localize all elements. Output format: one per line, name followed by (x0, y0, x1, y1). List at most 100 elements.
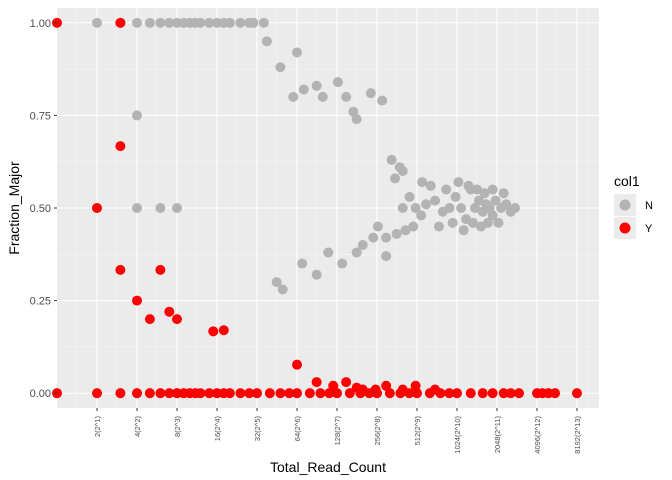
y-tick-label: 0.00 (30, 388, 51, 400)
data-point-y (244, 388, 255, 399)
data-point-n (311, 80, 322, 91)
data-point-n (164, 17, 175, 28)
data-point-y (131, 388, 142, 399)
data-point-y (291, 359, 302, 370)
data-point-y (115, 17, 126, 28)
data-point-y (331, 388, 342, 399)
data-point-y (131, 295, 142, 306)
data-point-n (144, 17, 155, 28)
x-tick-label: 4096(2^12) (533, 416, 542, 454)
y-tick-label: 0.25 (30, 296, 51, 308)
data-point-n (275, 62, 286, 73)
data-point-y (115, 388, 126, 399)
data-point-n (510, 203, 521, 213)
data-point-n (417, 177, 428, 188)
y-axis-title: Fraction_Major (6, 161, 22, 255)
data-point-n (430, 195, 441, 206)
data-point-y (324, 388, 335, 399)
data-point-n (297, 258, 308, 269)
data-point-n (425, 180, 436, 191)
data-point-y (451, 388, 462, 399)
series-n-points (91, 17, 521, 399)
data-point-n (450, 191, 461, 202)
data-point-n (408, 221, 419, 232)
y-axis: 0.00 0.25 0.50 0.75 1.00 (30, 18, 57, 400)
data-point-n (91, 17, 102, 28)
data-point-y (204, 388, 215, 399)
data-point-y (251, 388, 262, 399)
data-point-n (441, 184, 452, 195)
data-point-n (323, 247, 334, 258)
data-point-n (291, 47, 302, 58)
data-point-y (397, 384, 408, 395)
data-point-n (381, 232, 392, 243)
data-point-n (400, 225, 411, 236)
data-point-y (384, 388, 395, 399)
data-point-y (144, 314, 155, 325)
data-point-n (365, 88, 376, 99)
data-point-n (444, 203, 455, 213)
legend-title: col1 (614, 173, 640, 189)
data-point-y (291, 388, 302, 399)
data-point-n (404, 191, 415, 202)
data-point-y (370, 384, 381, 395)
data-point-n (372, 221, 383, 232)
data-point-n (463, 180, 474, 191)
x-axis: 2(2^1) 4(2^2) 8(2^3) 16(2^4) 32(2^5) 64(2^6) 1… (93, 408, 582, 454)
data-point-y (514, 388, 525, 399)
x-tick-label: 128(2^7) (333, 416, 342, 446)
data-point-n (482, 217, 493, 228)
data-point-y (444, 388, 455, 399)
data-point-n (487, 184, 498, 195)
data-point-n (131, 17, 142, 28)
x-tick-label: 8192(2^13) (573, 416, 582, 454)
data-point-y (477, 388, 488, 399)
data-point-y (410, 380, 421, 391)
data-point-y (91, 388, 102, 399)
x-tick-label: 32(2^5) (253, 416, 262, 442)
data-point-n (224, 17, 235, 28)
data-point-y (498, 388, 509, 399)
data-point-n (195, 17, 206, 28)
data-point-y (171, 314, 182, 325)
x-tick-label: 2048(2^11) (493, 415, 502, 453)
data-point-n (490, 195, 501, 206)
data-point-y (164, 306, 175, 317)
data-point-y (224, 388, 235, 399)
data-point-y (351, 382, 362, 393)
data-point-n (317, 91, 328, 102)
x-tick-label: 1024(2^10) (453, 416, 462, 454)
data-point-n (368, 232, 379, 243)
data-point-y (328, 380, 339, 391)
data-point-y (341, 377, 352, 388)
x-tick-label: 16(2^4) (213, 416, 222, 442)
data-point-n (377, 95, 388, 106)
data-point-n (311, 269, 322, 280)
data-point-n (472, 184, 483, 195)
data-point-y (275, 388, 286, 399)
data-point-n (501, 199, 512, 210)
data-point-n (410, 203, 421, 213)
y-tick-label: 1.00 (30, 18, 51, 30)
data-point-y (311, 377, 322, 388)
data-point-n (394, 162, 405, 173)
data-point-n (421, 199, 432, 210)
data-point-y (235, 388, 246, 399)
data-point-n (390, 173, 401, 184)
data-point-y (550, 388, 561, 399)
x-tick-label: 8(2^3) (173, 416, 182, 438)
data-point-y (284, 388, 295, 399)
legend-label-n: N (645, 200, 653, 212)
data-point-n (416, 210, 427, 221)
data-point-y (208, 326, 219, 337)
data-point-n (248, 17, 259, 28)
data-point-n (381, 251, 392, 262)
data-point-y (304, 388, 315, 399)
data-point-y (381, 380, 392, 391)
data-point-n (498, 188, 509, 199)
data-point-n (204, 17, 215, 28)
data-point-n (357, 240, 368, 251)
data-point-n (261, 36, 272, 47)
